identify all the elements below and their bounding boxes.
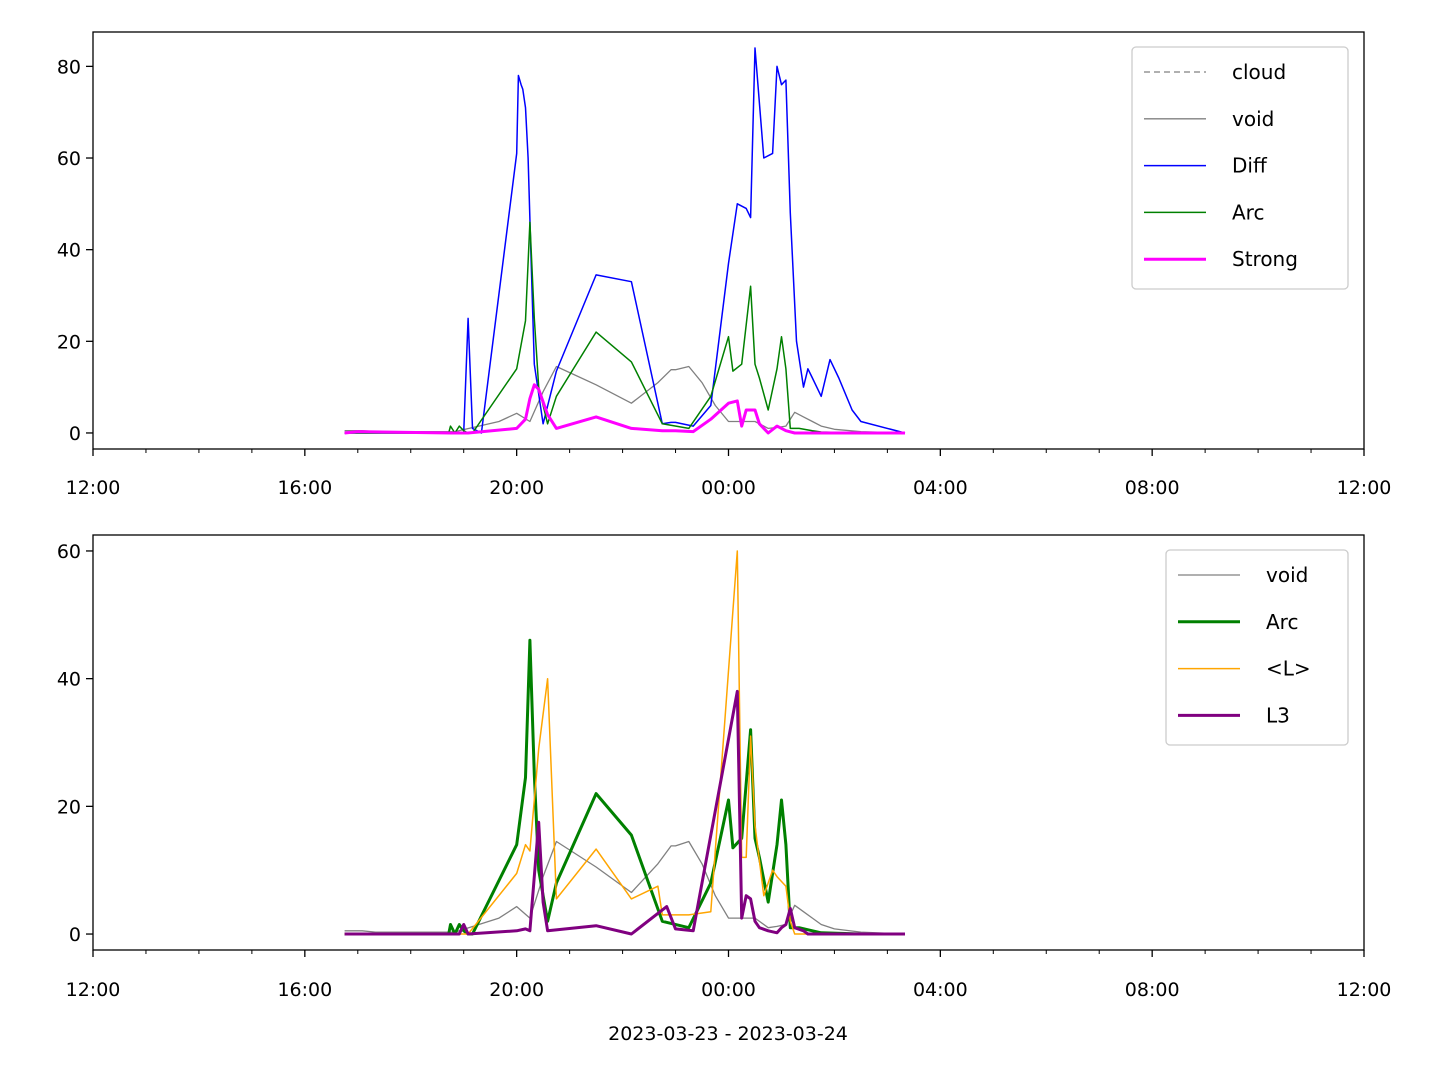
series-line-diff <box>344 47 906 434</box>
x-tick-label: 16:00 <box>277 477 332 499</box>
x-axis-label: 2023-03-23 - 2023-03-24 <box>608 1023 848 1045</box>
series-group <box>344 47 906 435</box>
x-tick-label: 12:00 <box>1337 477 1392 499</box>
x-tick-label: 00:00 <box>701 979 756 1001</box>
x-tick-label: 20:00 <box>489 979 544 1001</box>
legend-label: void <box>1266 563 1308 587</box>
y-tick-label: 40 <box>57 240 81 262</box>
legend-label: Arc <box>1266 610 1298 634</box>
y-tick-label: 0 <box>69 423 81 445</box>
x-tick-label: 00:00 <box>701 477 756 499</box>
series-line-strong <box>344 383 905 435</box>
series-group <box>344 550 906 936</box>
y-tick-label: 20 <box>57 331 81 353</box>
series-line-l <box>344 550 905 935</box>
legend-label: <L> <box>1266 657 1311 681</box>
legend-label: L3 <box>1266 703 1290 727</box>
x-tick-label: 12:00 <box>1337 979 1392 1001</box>
y-tick-label: 80 <box>57 56 81 78</box>
legend-label: Strong <box>1232 247 1298 271</box>
top-chart-panel: 12:00 16:00 20:00 00:00 04:00 08:00 12:00 0 20 40… <box>57 31 1392 499</box>
legend: cloud void Diff Arc Strong <box>1131 46 1349 290</box>
series-line-arc <box>344 221 905 434</box>
legend-label: Arc <box>1232 200 1264 224</box>
legend-label: void <box>1232 107 1274 131</box>
x-tick-label: 20:00 <box>489 477 544 499</box>
series-line-void <box>344 840 906 935</box>
legend-box <box>1131 46 1349 290</box>
legend-label: cloud <box>1232 60 1286 84</box>
legend: void Arc <L> L3 <box>1165 549 1349 746</box>
x-tick-label: 08:00 <box>1125 477 1180 499</box>
bottom-chart-panel: 12:00 16:00 20:00 00:00 04:00 08:00 12:00 0 20 40… <box>57 534 1392 1001</box>
x-tick-label: 04:00 <box>913 477 968 499</box>
x-tick-label: 08:00 <box>1125 979 1180 1001</box>
x-tick-label: 04:00 <box>913 979 968 1001</box>
y-tick-label: 40 <box>57 669 81 691</box>
legend-label: Diff <box>1232 154 1268 178</box>
series-line-void <box>344 365 906 434</box>
legend-box <box>1165 549 1349 746</box>
x-tick-label: 12:00 <box>66 477 121 499</box>
series-line-l3 <box>344 689 905 936</box>
y-tick-label: 60 <box>57 541 81 563</box>
y-tick-label: 20 <box>57 796 81 818</box>
x-tick-label: 16:00 <box>277 979 332 1001</box>
y-tick-label: 0 <box>69 924 81 946</box>
x-tick-label: 12:00 <box>66 979 121 1001</box>
y-tick-label: 60 <box>57 148 81 170</box>
